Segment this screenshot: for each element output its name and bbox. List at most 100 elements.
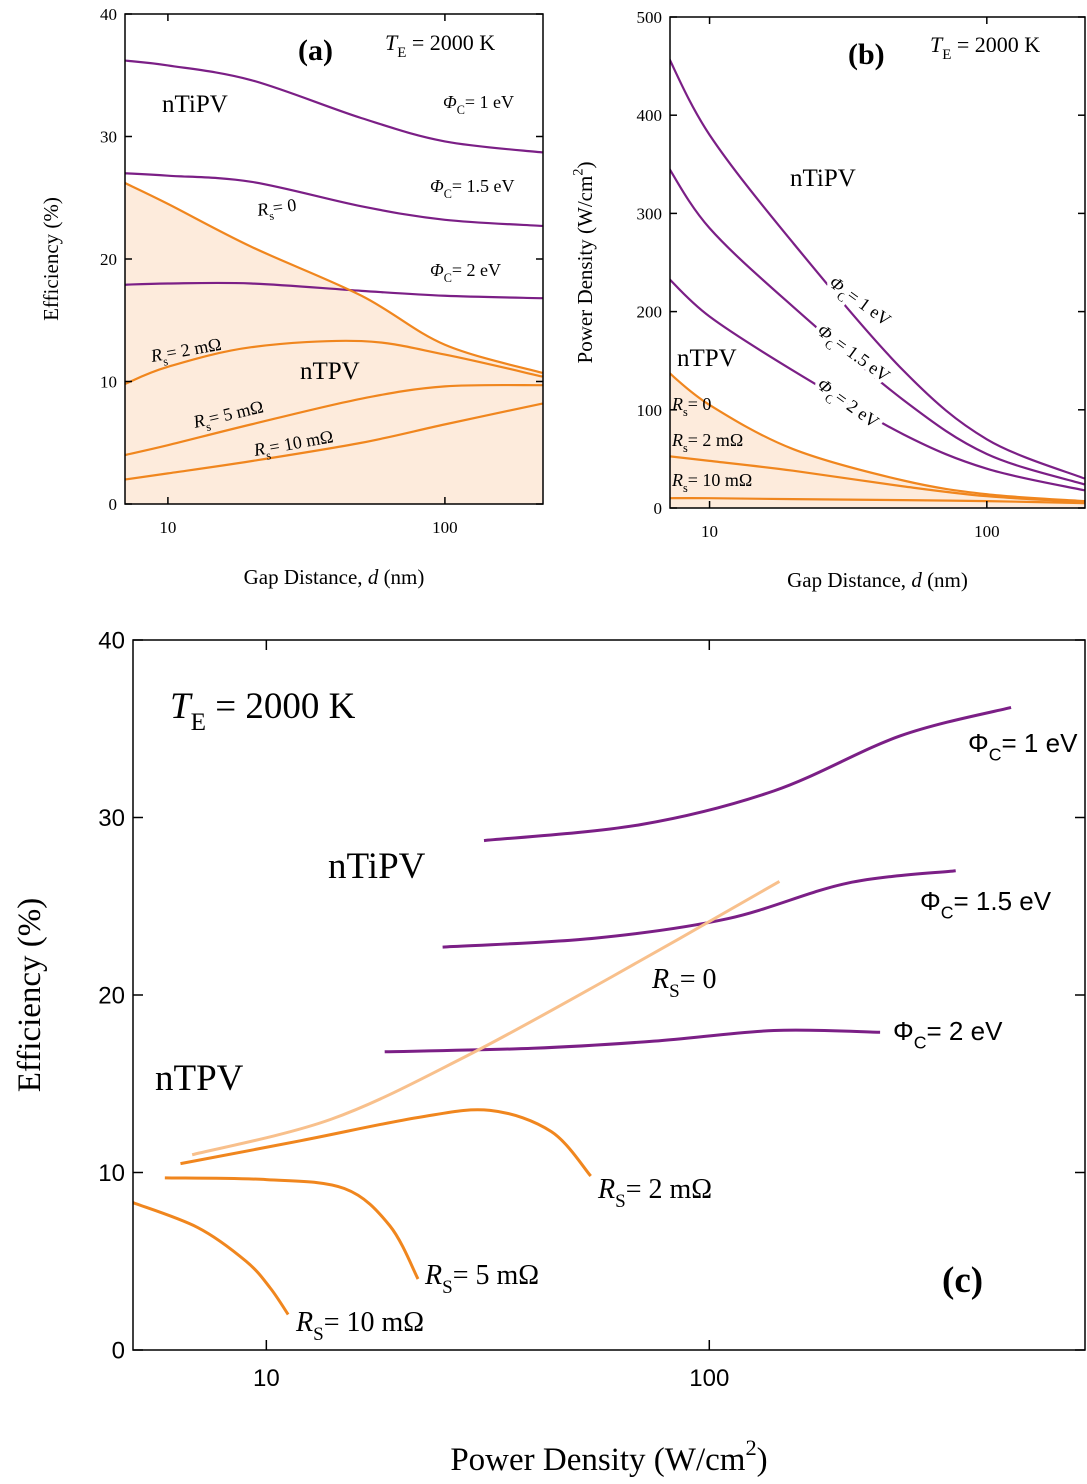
annotation: TE = 2000 K (930, 32, 1040, 63)
y-tick-label: 10 (98, 1160, 125, 1187)
text-part: Power Density (W/cm (573, 176, 597, 364)
series-label: RS= 5 mΩ (424, 1260, 539, 1298)
x-tick-label: 100 (689, 1365, 729, 1392)
series-line (125, 281, 543, 300)
y-tick-label: 0 (109, 495, 118, 514)
text-part: Φ (968, 728, 989, 758)
text-part: = 2 eV (927, 1016, 1004, 1046)
series-label: RS= 10 mΩ (295, 1307, 424, 1345)
text-part: nTPV (155, 1058, 244, 1099)
text-part: Efficiency (%) (39, 197, 63, 321)
y-axis-title: Power Density (W/cm2) (571, 162, 597, 364)
series-label: ΦC= 1 eV (823, 272, 895, 334)
text-part: R (255, 199, 270, 220)
text-part: Φ (893, 1016, 914, 1046)
text-part: (nm) (378, 565, 424, 589)
series-label: ΦC= 2 eV (430, 260, 501, 285)
text-part: E (397, 45, 406, 61)
text-part: s (268, 209, 275, 224)
text-part: nTiPV (790, 165, 856, 192)
x-tick-label: 10 (159, 518, 176, 537)
series-line (442, 869, 956, 949)
text-part: R (148, 344, 163, 366)
text-part: Φ (430, 176, 444, 196)
x-tick-label: 10 (253, 1365, 280, 1392)
y-tick-label: 100 (637, 401, 663, 420)
text-part: = 2 eV (831, 387, 883, 432)
series-line (670, 497, 1085, 505)
annotation: nTPV (677, 345, 737, 372)
series-line (133, 1201, 290, 1316)
text-part: s (683, 441, 688, 455)
text-part: ) (573, 162, 597, 169)
text-part: T (930, 32, 944, 57)
text-part: = 1.5 eV (954, 886, 1052, 916)
text-part: s (683, 405, 688, 419)
text-part: C (444, 271, 452, 285)
series-line (384, 1028, 881, 1054)
text-part: R (251, 438, 266, 460)
y-axis-title: Efficiency (%) (39, 197, 63, 321)
text-part: Φ (920, 886, 941, 916)
text-part: T (170, 686, 193, 727)
text-part: = 1.5 eV (452, 176, 515, 196)
series-line (164, 1176, 420, 1280)
y-tick-label: 40 (100, 5, 117, 24)
text-part: = 10 mΩ (324, 1307, 424, 1338)
area (670, 373, 1085, 508)
annotation: TE = 2000 K (170, 686, 356, 736)
text-part: s (205, 419, 213, 434)
text-part: d (911, 568, 922, 592)
series-line (125, 59, 543, 154)
text-part: R (671, 394, 683, 414)
y-tick-label: 400 (637, 106, 663, 125)
annotation: TE = 2000 K (385, 30, 495, 61)
y-tick-label: 20 (100, 250, 117, 269)
y-tick-label: 30 (100, 127, 117, 146)
annotation: nTiPV (162, 91, 228, 118)
text-part: Gap Distance, (787, 568, 911, 592)
text-part: S (669, 981, 680, 1002)
text-part: s (683, 481, 688, 495)
text-part: S (615, 1191, 626, 1212)
text-part: Φ (430, 260, 444, 280)
series-line (125, 182, 543, 374)
series-label: Rs= 10 mΩ (671, 470, 752, 495)
text-part: Power Density (W/cm (450, 1442, 745, 1478)
series-label: RS= 0 (651, 964, 717, 1002)
text-part: nTiPV (328, 846, 426, 887)
annotation: nTPV (155, 1058, 244, 1099)
y-tick-label: 10 (100, 372, 117, 391)
area (125, 183, 543, 504)
x-tick-label: 100 (974, 522, 1000, 541)
x-tick-label: 10 (701, 522, 718, 541)
y-tick-label: 200 (637, 303, 663, 322)
text-part: = 0 (688, 394, 712, 414)
text-part: (c) (942, 1260, 983, 1301)
text-part: C (444, 187, 452, 201)
text-part: = 2000 K (206, 686, 356, 727)
text-part: R (424, 1260, 442, 1291)
text-part: nTiPV (162, 91, 228, 118)
text-part: = 1 eV (1002, 728, 1079, 758)
text-part: = 2 mΩ (688, 430, 744, 450)
series-label: ΦC= 1.5 eV (430, 176, 515, 201)
text-part: R (671, 430, 683, 450)
text-part: E (191, 709, 206, 736)
text-part: S (442, 1277, 453, 1298)
x-axis-title: Gap Distance, d (nm) (244, 565, 425, 589)
text-part: S (313, 1324, 324, 1345)
text-part: 2 (571, 169, 587, 176)
text-part: s (162, 354, 169, 369)
text-part: = 0 (680, 964, 717, 995)
annotation: (a) (298, 34, 333, 67)
series-line (180, 1108, 592, 1178)
text-part: = 1 eV (465, 92, 514, 112)
text-part: R (295, 1307, 313, 1338)
text-part: = 2 mΩ (626, 1174, 712, 1205)
x-axis-title: Power Density (W/cm2) (450, 1435, 767, 1478)
text-part: (b) (848, 38, 885, 71)
series-line (670, 278, 1085, 492)
